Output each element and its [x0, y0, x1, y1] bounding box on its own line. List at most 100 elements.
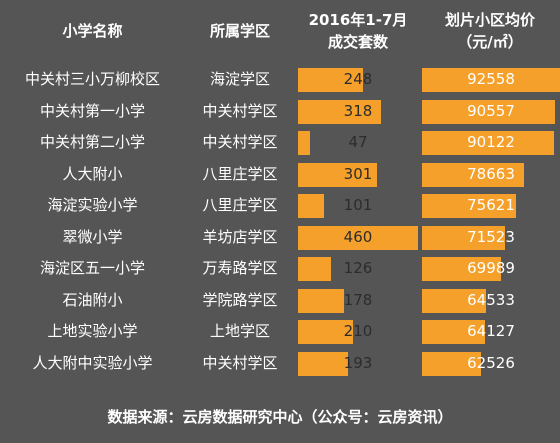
volume-label: 318 — [343, 101, 373, 120]
school-name-cell: 人大附中实验小学 — [32, 353, 153, 372]
data-source-footer: 数据来源：云房数据研究中心（公众号：云房资讯） — [107, 408, 453, 426]
price-bar — [422, 131, 554, 155]
volume-cell: 101 — [298, 190, 418, 222]
school-name-cell: 海淀实验小学 — [47, 196, 138, 214]
volume-label: 47 — [348, 133, 368, 151]
district-cell: 八里庄学区 — [202, 164, 278, 183]
price-cell: 75621 — [422, 190, 560, 222]
price-cell: 64533 — [422, 285, 560, 317]
table-row: 海淀实验小学 八里庄学区 101 75621 — [0, 190, 560, 222]
district-cell: 羊坊店学区 — [202, 227, 278, 246]
volume-bar — [298, 131, 311, 155]
volume-label: 248 — [343, 70, 373, 88]
table-body: 中关村三小万柳校区 海淀学区 248 92558 中关村第一小学 中关村学区 318 9055… — [0, 64, 560, 379]
price-cell: 64127 — [422, 316, 560, 348]
price-label: 69989 — [467, 259, 515, 277]
header-volume-line1: 2016年1-7月 — [308, 11, 408, 29]
district-cell: 中关村学区 — [202, 353, 278, 372]
price-bar — [422, 225, 505, 250]
table-row: 海淀区五一小学 万寿路学区 126 69989 — [0, 253, 560, 285]
table-row: 上地实验小学 上地学区 210 64127 — [0, 316, 560, 348]
school-name-cell: 海淀区五一小学 — [39, 259, 145, 277]
volume-bar — [298, 99, 381, 124]
school-name-cell: 中关村第二小学 — [39, 133, 145, 151]
volume-cell: 47 — [298, 127, 418, 159]
price-label: 90122 — [467, 133, 515, 151]
volume-bar — [298, 351, 349, 376]
header-school: 小学名称 — [62, 22, 123, 40]
price-label: 64127 — [467, 322, 515, 340]
header-price-line1: 划片小区均价 — [444, 11, 535, 29]
district-cell: 八里庄学区 — [202, 196, 278, 214]
table-row: 石油附小 学院路学区 178 64533 — [0, 285, 560, 317]
volume-bar — [298, 162, 377, 187]
district-cell: 学院路学区 — [202, 290, 278, 309]
volume-label: 101 — [343, 196, 373, 214]
price-label: 78663 — [467, 164, 515, 183]
district-cell: 中关村学区 — [202, 101, 278, 120]
volume-label: 126 — [343, 259, 373, 277]
volume-cell: 193 — [298, 348, 418, 380]
volume-label: 178 — [343, 290, 373, 309]
school-name-cell: 中关村第一小学 — [39, 101, 145, 120]
price-cell: 71523 — [422, 222, 560, 254]
volume-cell: 301 — [298, 159, 418, 191]
table-row: 翠微小学 羊坊店学区 460 71523 — [0, 222, 560, 254]
price-bar — [422, 351, 482, 376]
price-label: 62526 — [467, 353, 515, 372]
header-volume-line2: 成交套数 — [327, 33, 388, 51]
volume-cell: 178 — [298, 285, 418, 317]
price-label: 90557 — [467, 101, 515, 120]
volume-bar — [298, 320, 353, 344]
price-label: 75621 — [467, 196, 515, 214]
school-name-cell: 中关村三小万柳校区 — [24, 70, 160, 88]
district-cell: 上地学区 — [209, 322, 270, 340]
volume-cell: 126 — [298, 253, 418, 285]
price-bar — [422, 194, 516, 218]
price-bar — [422, 320, 486, 344]
table-header: 小学名称 所属学区 2016年1-7月 成交套数 划片小区均价 （元/㎡） — [0, 0, 560, 64]
price-bar — [422, 68, 560, 92]
header-price-line2: （元/㎡） — [457, 33, 523, 51]
table-row: 人大附小 八里庄学区 301 78663 — [0, 159, 560, 191]
volume-bar — [298, 288, 345, 313]
price-bar — [422, 257, 501, 281]
district-cell: 海淀学区 — [209, 70, 270, 88]
district-cell: 万寿路学区 — [202, 259, 278, 277]
price-label: 64533 — [467, 290, 515, 309]
volume-bar — [298, 257, 331, 281]
volume-label: 210 — [343, 322, 373, 340]
volume-cell: 248 — [298, 64, 418, 96]
header-price: 划片小区均价 （元/㎡） — [420, 9, 560, 53]
table-row: 中关村第二小学 中关村学区 47 90122 — [0, 127, 560, 159]
price-cell: 62526 — [422, 348, 560, 380]
volume-cell: 210 — [298, 316, 418, 348]
price-cell: 69989 — [422, 253, 560, 285]
volume-bar — [298, 225, 418, 250]
school-name-cell: 人大附小 — [62, 164, 123, 183]
price-label: 92558 — [467, 70, 515, 88]
price-label: 71523 — [467, 227, 515, 246]
volume-bar — [298, 68, 363, 92]
price-cell: 92558 — [422, 64, 560, 96]
volume-label: 460 — [343, 227, 373, 246]
volume-label: 301 — [343, 164, 373, 183]
table-row: 中关村三小万柳校区 海淀学区 248 92558 — [0, 64, 560, 96]
table-row: 人大附中实验小学 中关村学区 193 62526 — [0, 348, 560, 380]
district-cell: 中关村学区 — [202, 133, 278, 151]
volume-bar — [298, 194, 325, 218]
table-row: 中关村第一小学 中关村学区 318 90557 — [0, 96, 560, 128]
volume-cell: 318 — [298, 96, 418, 128]
price-cell: 78663 — [422, 159, 560, 191]
price-bar — [422, 162, 524, 187]
school-name-cell: 翠微小学 — [62, 227, 123, 246]
school-name-cell: 上地实验小学 — [47, 322, 138, 340]
price-bar — [422, 99, 555, 124]
price-bar — [422, 288, 487, 313]
school-name-cell: 石油附小 — [62, 290, 123, 309]
price-cell: 90122 — [422, 127, 560, 159]
volume-cell: 460 — [298, 222, 418, 254]
header-volume: 2016年1-7月 成交套数 — [296, 9, 420, 53]
volume-label: 193 — [343, 353, 373, 372]
header-district: 所属学区 — [209, 22, 270, 40]
